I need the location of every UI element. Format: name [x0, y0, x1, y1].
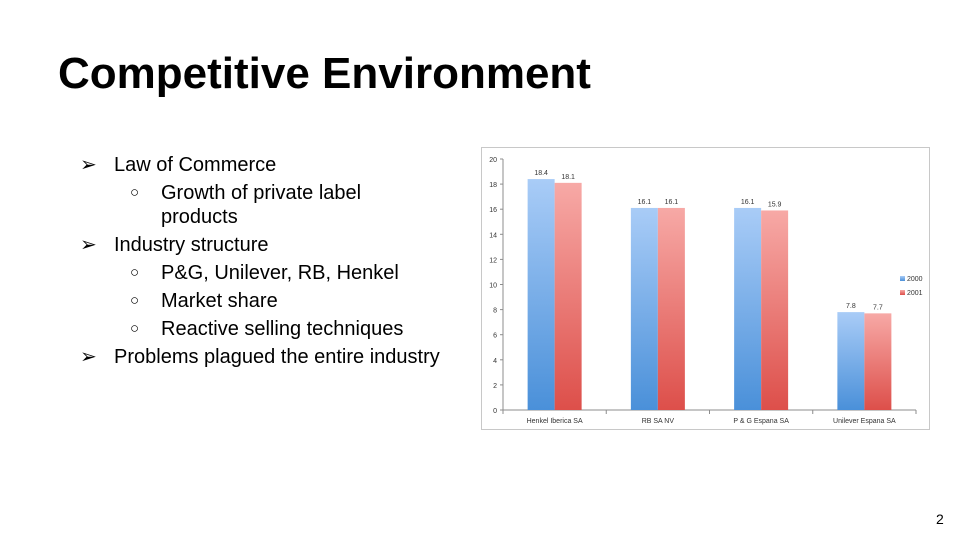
bar-2001 [864, 313, 892, 410]
y-tick-label: 8 [493, 308, 497, 315]
data-label: 7.7 [873, 304, 883, 311]
legend-swatch [900, 290, 905, 295]
bullet-market-share: ○ Market share [80, 289, 440, 313]
circle-bullet-icon: ○ [130, 184, 140, 201]
bar-2001 [554, 182, 582, 410]
y-tick-label: 10 [489, 283, 497, 290]
data-label: 7.8 [846, 303, 856, 310]
bullet-industry-structure: ➢ Industry structure [80, 233, 440, 257]
data-label: 16.1 [665, 199, 679, 206]
arrow-bullet-icon: ➢ [80, 234, 97, 256]
y-tick-label: 12 [489, 257, 497, 264]
data-label: 16.1 [638, 199, 652, 206]
bullet-text: Growth of private label products [161, 182, 362, 228]
bullet-text: Reactive selling techniques [161, 318, 404, 340]
page-number: 2 [936, 511, 944, 527]
bullet-text: Problems plagued the entire industry [114, 346, 440, 368]
circle-bullet-icon: ○ [130, 264, 140, 281]
bullet-list: ➢ Law of Commerce ○ Growth of private la… [80, 153, 440, 369]
y-tick-label: 20 [489, 157, 497, 164]
y-tick-label: 2 [493, 383, 497, 390]
data-label: 16.1 [741, 199, 755, 206]
legend-label: 2001 [907, 290, 923, 297]
x-category-label: P & G Espana SA [733, 418, 789, 425]
legend-swatch [900, 276, 905, 281]
bar-2000 [734, 207, 762, 410]
x-category-label: Unilever Espana SA [833, 418, 896, 425]
bullet-problems: ➢ Problems plagued the entire industry [80, 345, 440, 369]
bar-2000 [630, 207, 658, 410]
arrow-bullet-icon: ➢ [80, 346, 97, 368]
bullet-companies: ○ P&G, Unilever, RB, Henkel [80, 261, 440, 285]
arrow-bullet-icon: ➢ [80, 154, 97, 176]
y-tick-label: 4 [493, 358, 497, 365]
chart-canvas: 0 2 4 6 8 10 12 14 16 18 20 18.4 18.1 Henkel Iberica … [489, 157, 923, 425]
bullet-text: Market share [161, 290, 278, 312]
legend-label: 2000 [907, 276, 923, 283]
circle-bullet-icon: ○ [130, 320, 140, 337]
bullet-text: Law of Commerce [114, 154, 277, 176]
market-share-chart: 0 2 4 6 8 10 12 14 16 18 20 18.4 18.1 Henkel Iberica … [481, 147, 930, 430]
data-label: 18.4 [534, 170, 548, 177]
y-tick-label: 0 [493, 408, 497, 415]
bullet-text: Industry structure [114, 234, 269, 256]
x-category-label: RB SA NV [642, 418, 675, 425]
y-tick-label: 6 [493, 333, 497, 340]
bullet-private-label: ○ Growth of private label products [80, 181, 440, 229]
y-tick-label: 18 [489, 182, 497, 189]
y-tick-label: 14 [489, 232, 497, 239]
y-tick-label: 16 [489, 207, 497, 214]
bar-2001 [657, 207, 685, 410]
data-label: 15.9 [768, 201, 782, 208]
slide-title: Competitive Environment [58, 49, 591, 98]
data-label: 18.1 [561, 174, 575, 181]
bar-2000 [837, 312, 865, 410]
bullet-law-of-commerce: ➢ Law of Commerce [80, 153, 440, 177]
bar-2001 [761, 210, 789, 410]
bullet-text: P&G, Unilever, RB, Henkel [161, 262, 399, 284]
bar-2000 [527, 179, 555, 410]
bullet-reactive-selling: ○ Reactive selling techniques [80, 317, 440, 341]
circle-bullet-icon: ○ [130, 292, 140, 309]
x-category-label: Henkel Iberica SA [527, 418, 583, 425]
